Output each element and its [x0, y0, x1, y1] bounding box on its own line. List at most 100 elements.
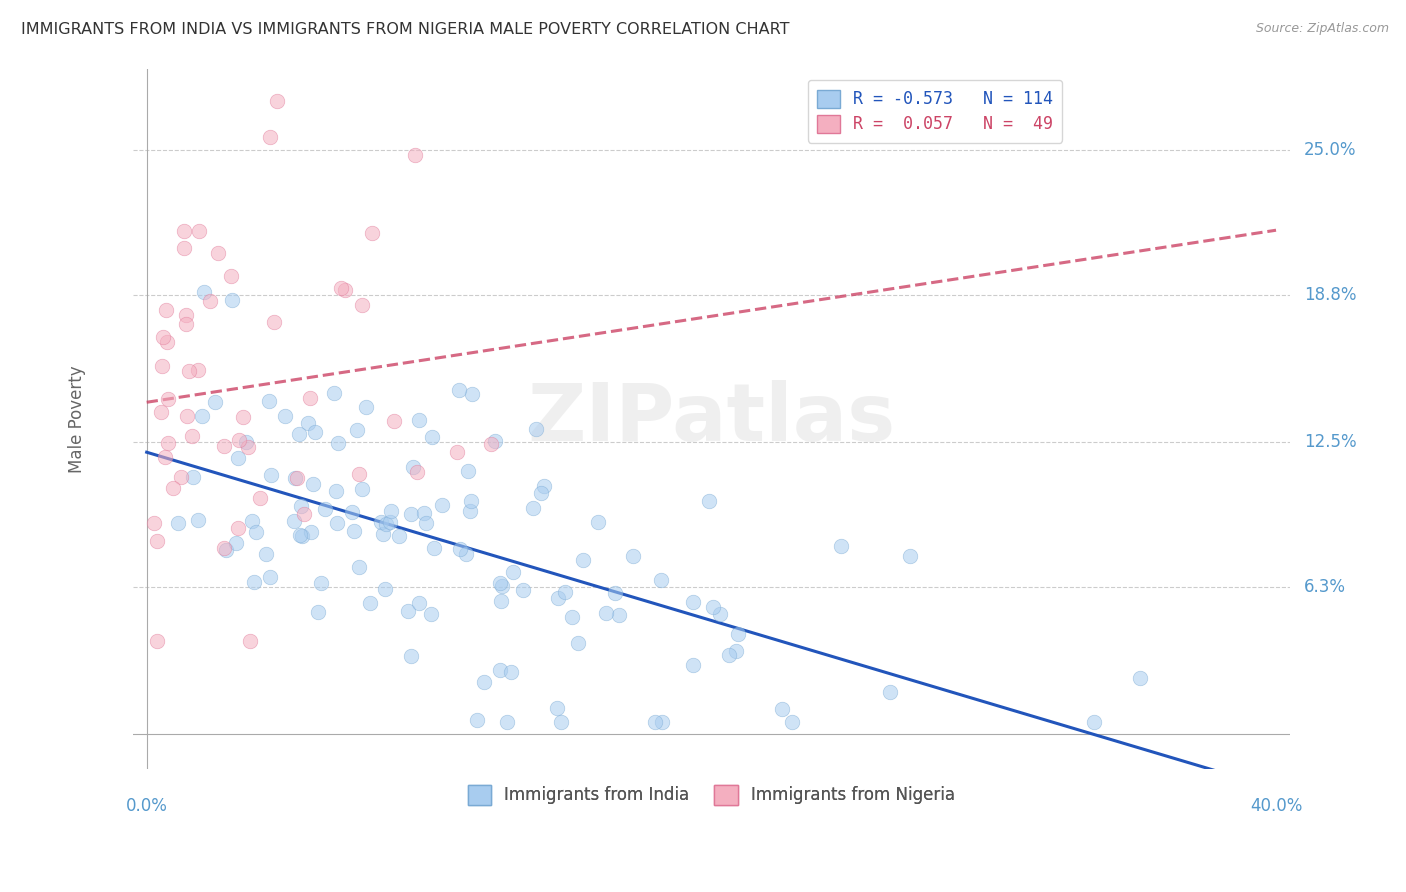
Point [166, 516, 188, 530]
Point [288, 426, 311, 441]
Point [371, 526, 394, 541]
Point [273, 409, 295, 424]
Point [406, 465, 429, 479]
Point [349, 559, 371, 574]
Point [457, 464, 479, 478]
Point [333, 283, 356, 297]
Point [176, 409, 198, 423]
Point [879, 684, 901, 698]
Text: 6.3%: 6.3% [1303, 578, 1346, 596]
Point [245, 524, 267, 539]
Point [292, 508, 315, 522]
Point [297, 416, 319, 430]
Point [370, 515, 392, 529]
Point [204, 395, 226, 409]
Point [191, 409, 214, 424]
Point [225, 535, 247, 549]
Point [588, 515, 610, 529]
Point [461, 387, 484, 401]
Point [465, 714, 488, 728]
Point [350, 482, 373, 496]
Point [207, 246, 229, 260]
Point [605, 585, 627, 599]
Point [212, 541, 235, 556]
Point [174, 317, 197, 331]
Point [496, 715, 519, 730]
Point [322, 385, 344, 400]
Point [709, 607, 731, 621]
Point [354, 400, 377, 414]
Point [187, 224, 209, 238]
Point [288, 528, 311, 542]
Text: 40.0%: 40.0% [1250, 797, 1302, 815]
Point [491, 579, 513, 593]
Point [157, 392, 180, 406]
Point [530, 486, 553, 500]
Point [420, 607, 443, 621]
Point [221, 293, 243, 308]
Point [340, 505, 363, 519]
Point [301, 524, 323, 539]
Point [146, 633, 169, 648]
Point [187, 513, 209, 527]
Point [420, 430, 443, 444]
Point [284, 471, 307, 485]
Point [474, 675, 496, 690]
Point [193, 285, 215, 300]
Point [446, 445, 468, 459]
Point [572, 553, 595, 567]
Point [408, 412, 430, 426]
Point [702, 600, 724, 615]
Point [291, 529, 314, 543]
Point [554, 585, 576, 599]
Point [173, 241, 195, 255]
Point [257, 393, 280, 408]
Point [212, 439, 235, 453]
Point [375, 517, 398, 532]
Point [1083, 715, 1105, 730]
Point [361, 227, 384, 241]
Point [309, 576, 332, 591]
Point [408, 596, 430, 610]
Text: Source: ZipAtlas.com: Source: ZipAtlas.com [1256, 22, 1389, 36]
Point [146, 534, 169, 549]
Text: Male Poverty: Male Poverty [67, 365, 86, 473]
Point [150, 405, 173, 419]
Point [488, 575, 510, 590]
Point [325, 483, 347, 498]
Point [727, 627, 749, 641]
Point [143, 516, 166, 530]
Point [399, 507, 422, 521]
Point [304, 425, 326, 439]
Point [524, 422, 547, 436]
Point [682, 594, 704, 608]
Point [489, 663, 512, 677]
Point [374, 582, 396, 597]
Point [181, 429, 204, 443]
Point [226, 521, 249, 535]
Point [717, 648, 740, 662]
Point [239, 633, 262, 648]
Point [170, 470, 193, 484]
Point [155, 302, 177, 317]
Text: 25.0%: 25.0% [1303, 141, 1357, 160]
Point [522, 500, 544, 515]
Point [399, 648, 422, 663]
Point [263, 314, 285, 328]
Point [326, 516, 349, 530]
Point [298, 392, 321, 406]
Point [547, 701, 569, 715]
Point [173, 223, 195, 237]
Point [235, 434, 257, 449]
Point [259, 129, 281, 144]
Legend: Immigrants from India, Immigrants from Nigeria: Immigrants from India, Immigrants from N… [461, 779, 962, 811]
Point [285, 471, 308, 485]
Point [697, 494, 720, 508]
Point [502, 565, 524, 579]
Point [266, 94, 288, 108]
Point [219, 269, 242, 284]
Point [249, 491, 271, 505]
Point [484, 434, 506, 448]
Point [228, 433, 250, 447]
Point [533, 479, 555, 493]
